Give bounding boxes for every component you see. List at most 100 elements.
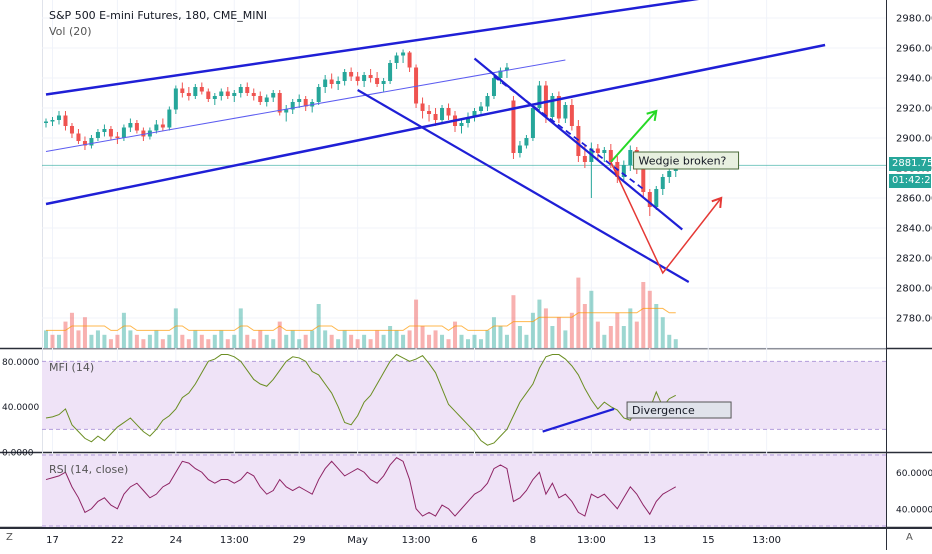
volume-bar bbox=[50, 334, 55, 348]
candle-body bbox=[232, 93, 237, 96]
volume-bar bbox=[258, 330, 263, 348]
price-tick-label: 2800.00 bbox=[896, 284, 932, 295]
candle-body bbox=[82, 141, 87, 146]
candle-body bbox=[199, 87, 204, 92]
volume-bar bbox=[323, 330, 328, 348]
volume-bar bbox=[225, 339, 230, 348]
candle-body bbox=[563, 105, 568, 119]
price-tick-label: 2820.00 bbox=[896, 254, 932, 265]
auto-scale-button[interactable]: A bbox=[906, 532, 913, 543]
volume-bar bbox=[76, 330, 81, 348]
time-tick-label: 13:00 bbox=[577, 535, 606, 546]
candle-body bbox=[530, 108, 535, 138]
price-tick-label: 2960.00 bbox=[896, 44, 932, 55]
candle-body bbox=[193, 87, 198, 96]
volume-bar bbox=[563, 330, 568, 348]
candle-body bbox=[491, 78, 496, 96]
volume-bar bbox=[628, 308, 633, 348]
candle-body bbox=[245, 87, 250, 93]
volume-bar bbox=[44, 330, 48, 348]
volume-bar bbox=[141, 339, 146, 348]
volume-bar bbox=[232, 334, 237, 348]
volume-bar bbox=[336, 339, 341, 348]
candle-body bbox=[641, 168, 646, 192]
volume-bar bbox=[219, 330, 224, 348]
volume-bar bbox=[310, 330, 315, 348]
candle-body bbox=[173, 88, 178, 110]
candle-body bbox=[108, 129, 113, 137]
volume-bar bbox=[251, 339, 256, 348]
candle-body bbox=[407, 52, 412, 68]
candle-body bbox=[511, 100, 516, 153]
candle-body bbox=[459, 123, 464, 126]
candle-body bbox=[297, 99, 302, 102]
time-tick-label: 8 bbox=[530, 535, 536, 546]
candle-body bbox=[277, 93, 282, 113]
bearish-arrow-head bbox=[711, 196, 723, 209]
volume-bar bbox=[537, 299, 542, 348]
volume-bar bbox=[290, 330, 295, 348]
volume-bar bbox=[407, 330, 412, 348]
rsi-line bbox=[45, 457, 676, 517]
candle-body bbox=[121, 127, 126, 138]
volume-bar bbox=[329, 334, 334, 348]
volume-bar bbox=[524, 334, 529, 348]
volume-bar bbox=[193, 330, 198, 348]
rsi-tick-label: 40.0000 bbox=[896, 505, 932, 515]
volume-bar bbox=[368, 339, 373, 348]
volume-bar bbox=[69, 312, 74, 348]
time-tick-label: 13 bbox=[643, 535, 656, 546]
candle-body bbox=[582, 156, 587, 162]
volume-bar bbox=[589, 290, 594, 348]
candle-body bbox=[381, 81, 386, 84]
wedgie-callout-text: Wedgie broken? bbox=[639, 155, 727, 168]
volume-bar bbox=[115, 334, 120, 348]
zoom-button[interactable]: Z bbox=[6, 532, 13, 543]
candle-body bbox=[271, 93, 276, 98]
candle-body bbox=[576, 126, 581, 156]
candle-body bbox=[251, 93, 256, 96]
volume-bar bbox=[134, 334, 139, 348]
mfi-tick-label: 80.0000 bbox=[2, 358, 39, 368]
volume-bar bbox=[89, 334, 94, 348]
time-tick-label: 13:00 bbox=[220, 535, 249, 546]
candle-body bbox=[427, 111, 432, 114]
volume-bar bbox=[212, 334, 217, 348]
candle-body bbox=[440, 108, 445, 120]
volume-bar bbox=[621, 326, 626, 348]
volume-bar bbox=[284, 334, 289, 348]
time-tick-label: May bbox=[347, 535, 368, 546]
volume-bar bbox=[160, 339, 165, 348]
volume-bar bbox=[491, 317, 496, 348]
candle-body bbox=[225, 91, 230, 96]
divergence-callout-box bbox=[626, 401, 732, 419]
time-tick-label: 15 bbox=[702, 535, 715, 546]
volume-bar bbox=[459, 334, 464, 348]
volume-bar bbox=[654, 304, 659, 348]
volume-bar bbox=[264, 334, 269, 348]
candle-body bbox=[394, 55, 399, 63]
time-tick-label: 17 bbox=[46, 535, 59, 546]
volume-bar bbox=[297, 339, 302, 348]
volume-bar bbox=[56, 334, 61, 348]
mfi-band bbox=[42, 361, 886, 430]
candle-body bbox=[212, 96, 217, 99]
volume-bar bbox=[615, 312, 620, 348]
mfi-tick-label: 0.0000 bbox=[2, 449, 34, 459]
volume-bar bbox=[245, 334, 250, 348]
candle-body bbox=[316, 87, 321, 102]
volume-bar bbox=[167, 334, 172, 348]
candle-body bbox=[368, 75, 373, 78]
volume-bar bbox=[543, 308, 548, 348]
volume-bar bbox=[414, 299, 419, 348]
price-tick-label: 2840.00 bbox=[896, 224, 932, 235]
volume-bar bbox=[608, 326, 613, 348]
volume-bar bbox=[375, 330, 380, 348]
candle-body bbox=[102, 129, 107, 132]
candle-body bbox=[323, 79, 328, 87]
chart-title: S&P 500 E-mini Futures, 180, CME_MINI bbox=[49, 9, 267, 22]
volume-bar bbox=[504, 334, 509, 348]
volume-bar bbox=[453, 321, 458, 348]
